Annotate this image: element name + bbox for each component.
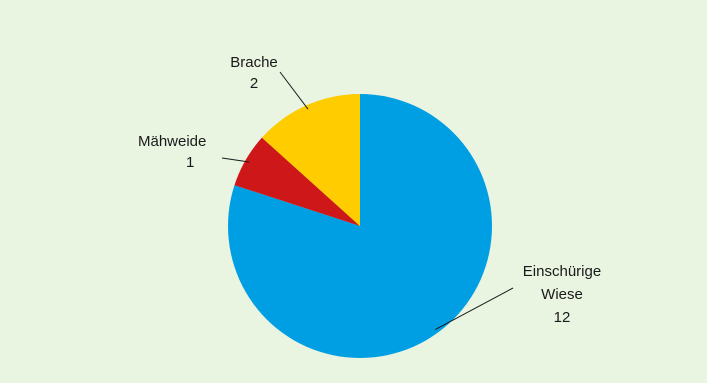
slice-brache [261,94,360,226]
leader-einschuerige-wiese [435,287,514,330]
slice-label-einschuerige-line2: Wiese [541,286,583,303]
label-maehweide: Mähweide 1 [138,133,206,171]
slice-label-einschuerige-line1: Einschürige [523,263,601,280]
slice-maehweide [234,137,360,226]
slice-value-maehweide: 1 [186,154,194,171]
slice-value-brache: 2 [250,75,258,92]
label-einschuerige-wiese: Einschürige Wiese 12 [523,263,601,326]
leader-brache [279,71,309,110]
label-brache: Brache 2 [230,54,278,92]
slices [228,94,492,358]
slice-value-einschuerige: 12 [554,309,571,326]
slice-label-brache: Brache [230,54,278,71]
leader-lines [221,71,514,330]
leader-maehweide [221,157,250,163]
slice-label-maehweide: Mähweide [138,133,206,150]
